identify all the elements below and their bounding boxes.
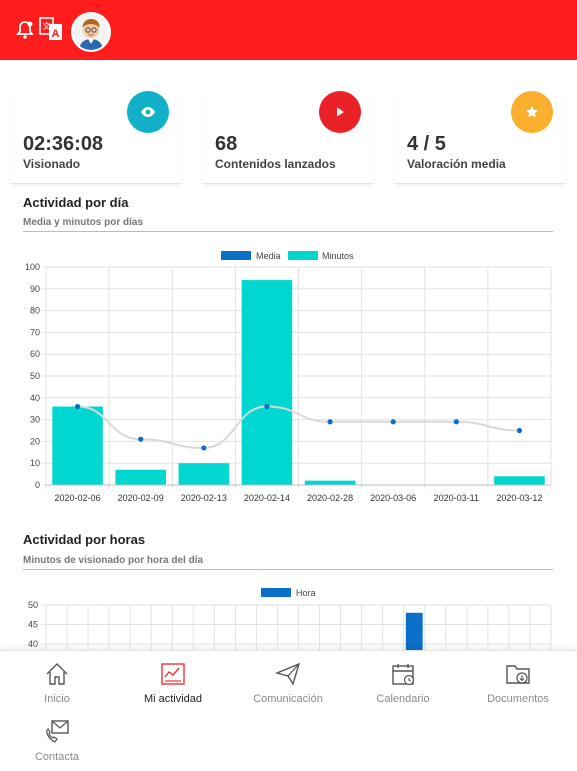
y-tick-label: 70 (30, 327, 40, 337)
y-tick-label: 50 (30, 371, 40, 381)
y-tick-label: 100 (25, 262, 40, 272)
legend-label: Media (256, 251, 281, 261)
legend-swatch (221, 251, 251, 260)
kpi-card-valoracion: 4 / 5 Valoración media (395, 91, 565, 184)
nav-item-mi-actividad[interactable]: Mi actividad (118, 661, 228, 705)
section-title: Actividad por horas (23, 532, 146, 547)
nav-item-contacta[interactable]: Contacta (2, 719, 112, 763)
bar-minutos (52, 406, 103, 485)
nav-item-comunicacion[interactable]: Comunicación (233, 661, 343, 705)
bar-minutos (494, 476, 545, 485)
kpi-card-contenidos: 68 Contenidos lanzados (203, 91, 373, 184)
y-tick-label: 10 (30, 458, 40, 468)
nav-label: Contacta (34, 751, 80, 763)
media-point (201, 445, 207, 451)
nav-item-calendario[interactable]: Calendario (348, 661, 458, 705)
bottom-navigation: Inicio Mi actividad Comunicación Calenda… (0, 650, 577, 771)
nav-item-inicio[interactable]: Inicio (2, 661, 112, 705)
media-point (138, 436, 144, 442)
svg-text:文: 文 (43, 21, 51, 31)
media-point (264, 403, 270, 410)
avatar[interactable] (71, 12, 111, 52)
legend-label: Minutos (322, 251, 354, 261)
media-point (74, 403, 81, 410)
activity-icon (160, 661, 186, 687)
x-tick-label: 2020-03-06 (370, 493, 416, 503)
home-icon (44, 661, 70, 687)
nav-label: Mi actividad (143, 693, 203, 705)
media-point (516, 427, 523, 434)
nav-label: Inicio (44, 693, 70, 705)
y-tick-label: 30 (30, 415, 40, 425)
kpi-value: 68 (215, 133, 238, 155)
bar-minutos (304, 480, 356, 485)
x-tick-label: 2020-02-14 (244, 493, 290, 503)
bell-icon[interactable] (16, 20, 34, 45)
chart-legend: Media Minutos (221, 251, 354, 261)
paper-plane-icon (274, 661, 301, 687)
nav-label: Calendario (376, 693, 430, 705)
nav-label: Documentos (487, 693, 549, 705)
star-icon (511, 91, 553, 133)
bar-minutos (115, 469, 166, 485)
kpi-label: Visionado (23, 157, 81, 171)
hourly-activity-chart: Hora 40 45 50 (28, 588, 552, 655)
legend-swatch (261, 588, 291, 597)
folder-download-icon (505, 661, 531, 687)
kpi-value: 4 / 5 (407, 133, 446, 155)
media-point (327, 419, 333, 425)
y-tick-label: 80 (30, 306, 40, 316)
legend-swatch (288, 251, 318, 260)
x-tick-label: 2020-02-13 (181, 493, 227, 503)
eye-icon (127, 91, 169, 133)
y-tick-label: 90 (30, 284, 40, 294)
legend-label: Hora (296, 588, 316, 598)
section-subtitle: Minutos de visionado por hora del día (23, 555, 553, 570)
calendar-icon (390, 661, 416, 687)
kpi-value: 02:36:08 (23, 133, 104, 155)
bar-minutos (241, 280, 293, 485)
contact-mail-icon (44, 719, 70, 745)
bar-hora (405, 612, 423, 655)
section-subtitle: Media y minutos por días (23, 217, 553, 232)
y-tick-label: 0 (35, 480, 40, 490)
y-tick-label: 60 (30, 349, 40, 359)
kpi-label: Valoración media (407, 157, 506, 171)
x-tick-label: 2020-02-09 (118, 493, 164, 503)
x-tick-label: 2020-03-11 (434, 493, 479, 503)
daily-activity-chart: Media Minutos 0 10 20 30 40 50 60 70 80 90 100 2020-0… (25, 251, 552, 503)
x-tick-label: 2020-02-06 (55, 493, 101, 503)
nav-item-documentos[interactable]: Documentos (463, 661, 573, 705)
media-point (453, 419, 459, 425)
y-tick-label: 40 (28, 639, 38, 649)
play-icon (319, 91, 361, 133)
kpi-label: Contenidos lanzados (215, 157, 336, 171)
y-tick-label: 45 (28, 620, 38, 630)
y-tick-label: 40 (30, 393, 40, 403)
section-title: Actividad por día (23, 195, 129, 210)
nav-label: Comunicación (253, 693, 323, 705)
bar-minutos (178, 463, 230, 485)
chart-legend: Hora (261, 588, 316, 598)
svg-text:A: A (52, 28, 60, 40)
media-point (390, 419, 396, 425)
y-tick-label: 50 (28, 600, 38, 610)
x-tick-label: 2020-03-12 (496, 493, 542, 503)
kpi-card-visionado: 02:36:08 Visionado (11, 91, 181, 184)
y-tick-label: 20 (30, 436, 40, 446)
x-tick-label: 2020-02-28 (307, 493, 353, 503)
